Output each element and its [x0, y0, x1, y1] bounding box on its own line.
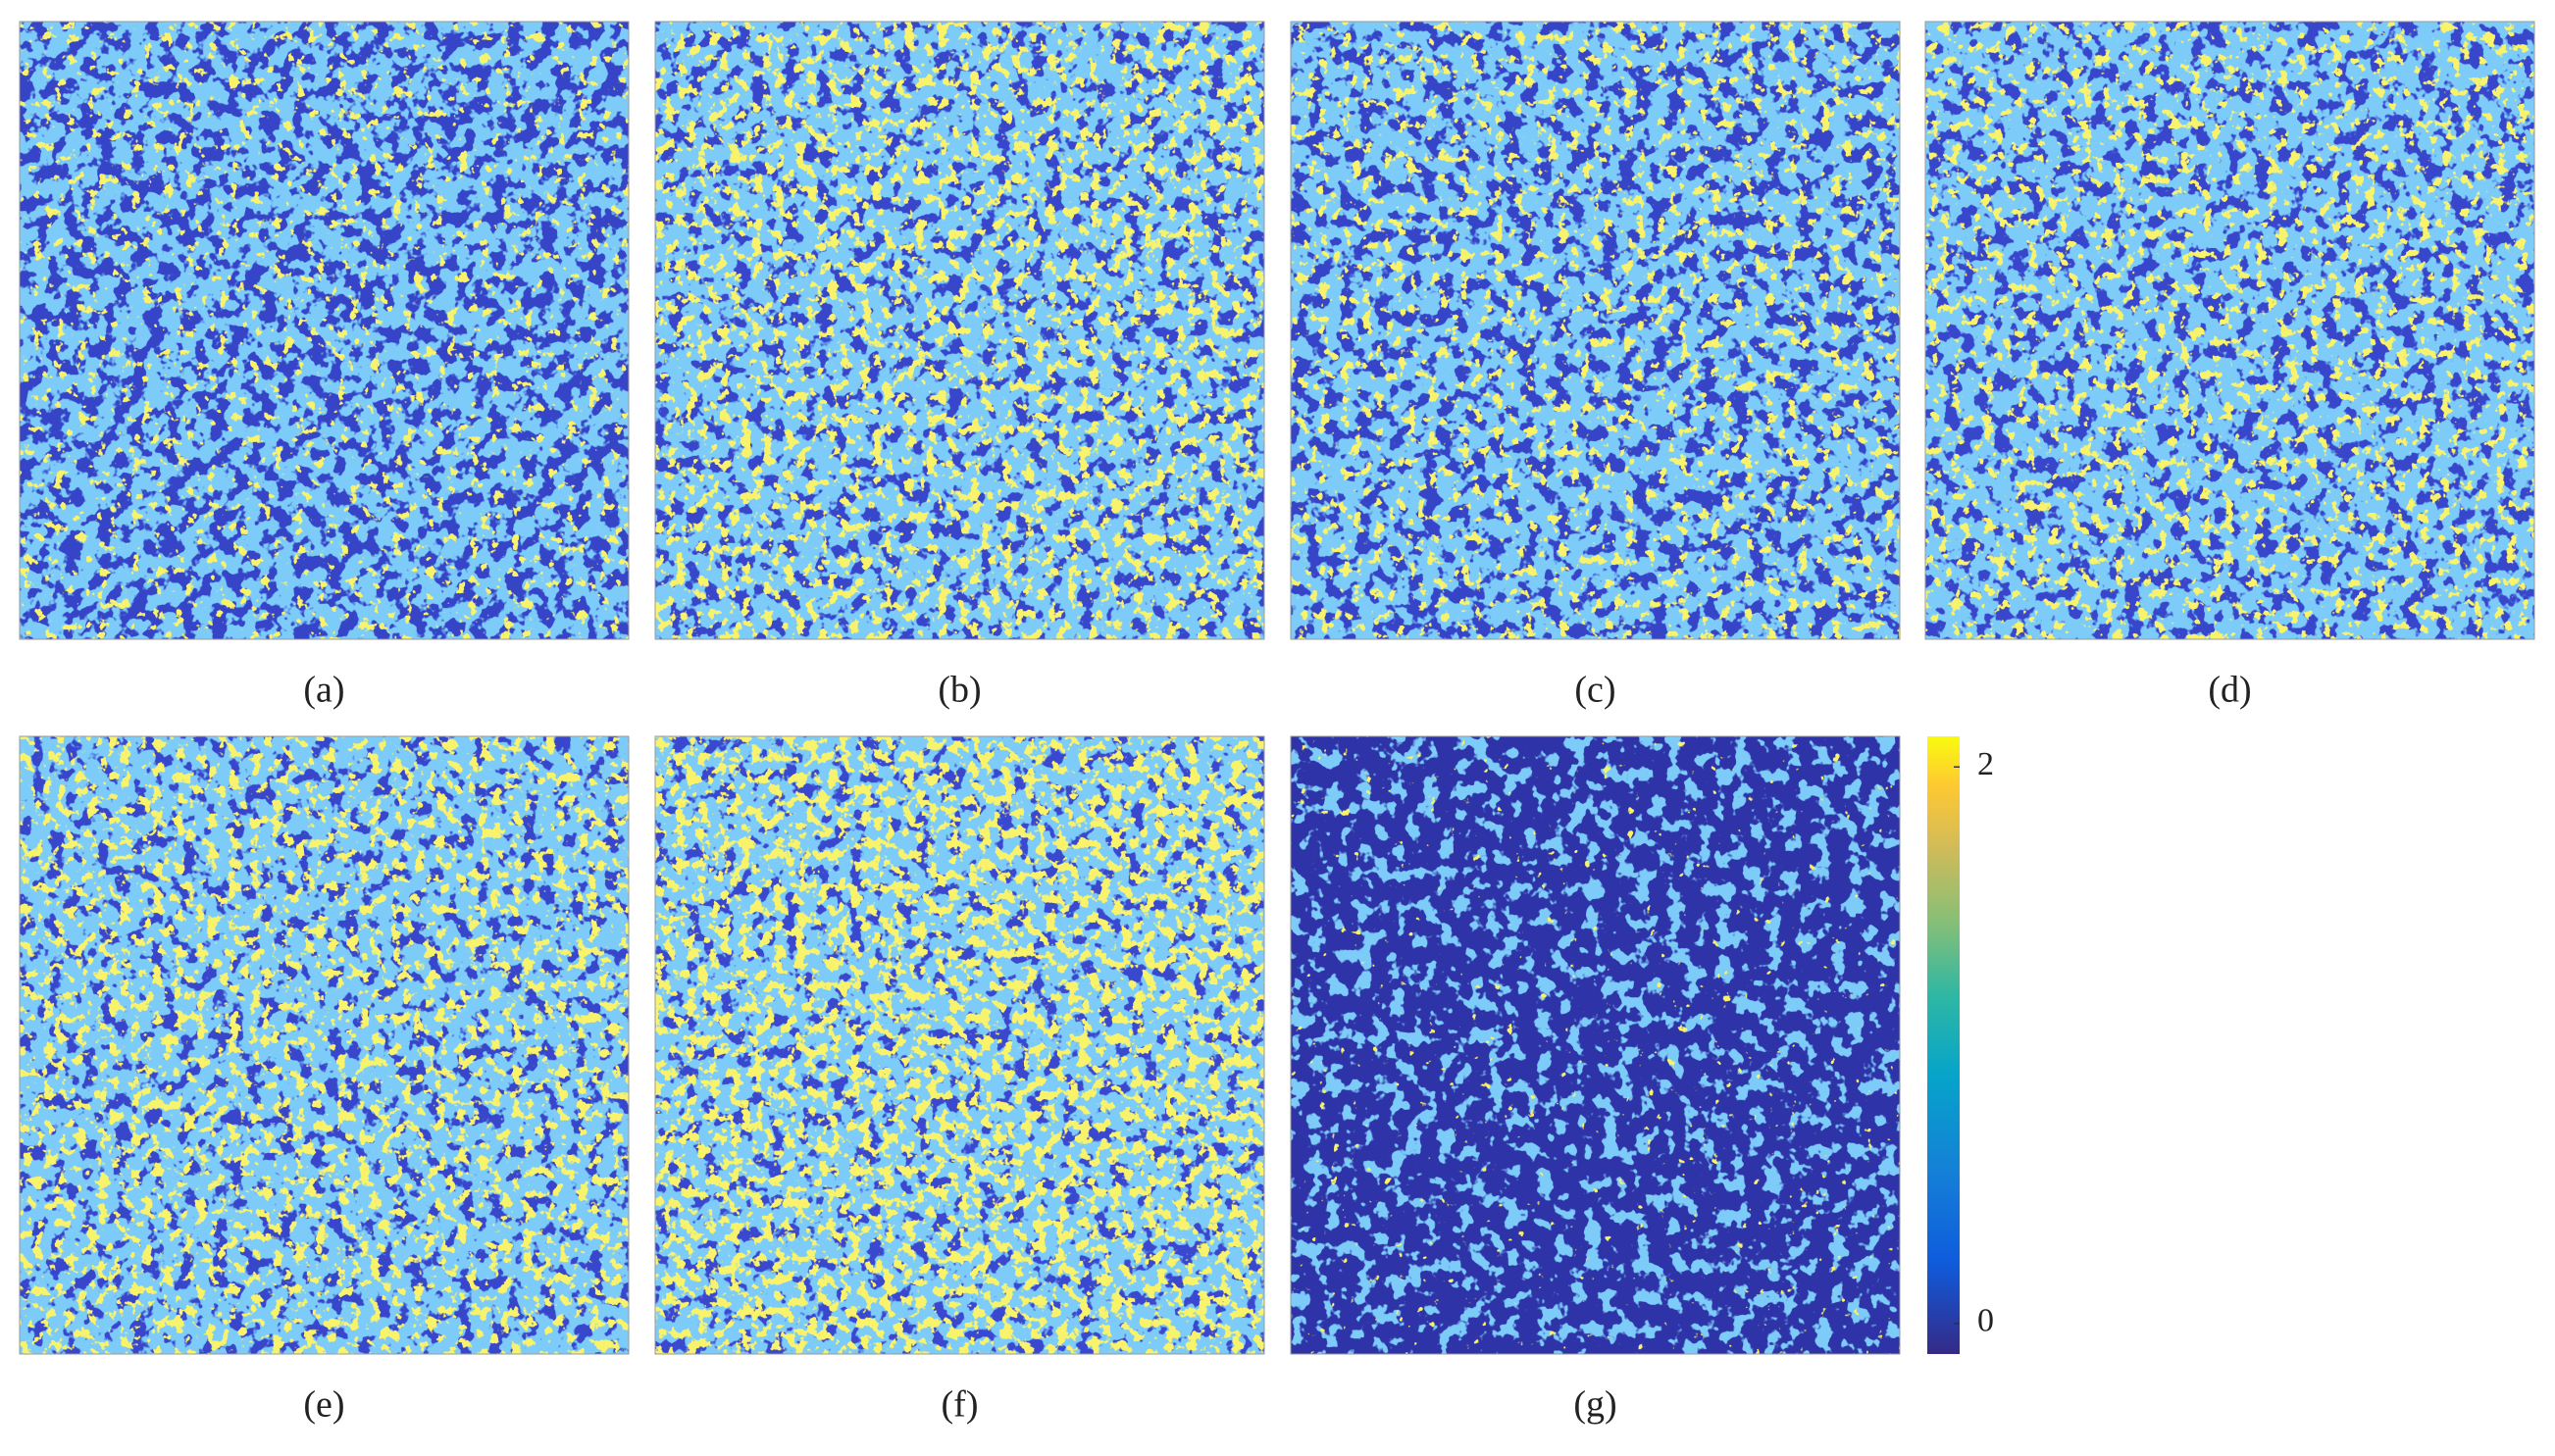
colorbar-tick-label: 2 — [1977, 746, 1994, 782]
panel-caption: (c) — [1574, 670, 1615, 711]
panel-border — [654, 735, 1265, 1355]
panel-caption: (e) — [303, 1384, 344, 1426]
panel-caption: (a) — [303, 670, 344, 711]
error-map-panel — [1290, 21, 1901, 640]
panel-caption: (g) — [1573, 1384, 1616, 1426]
error-map-panel — [654, 21, 1265, 640]
panel-border — [19, 21, 630, 640]
error-map-panel — [19, 735, 630, 1355]
error-map-panel — [654, 735, 1265, 1355]
panel-highlights — [655, 22, 1264, 639]
error-map-panel — [19, 21, 630, 640]
colorbar-tick-label: 0 — [1977, 1303, 1994, 1339]
panel-caption: (f) — [942, 1384, 979, 1426]
panel-border — [19, 735, 630, 1355]
colorbar — [1927, 736, 1960, 1354]
panel-caption: (b) — [938, 670, 981, 711]
panel-border — [654, 21, 1265, 640]
error-map-panel — [1924, 21, 2535, 640]
panel-border — [1290, 21, 1901, 640]
panel-highlights — [1925, 22, 2534, 639]
panel-highlights — [655, 736, 1264, 1354]
panel-highlights — [20, 736, 629, 1354]
panel-caption: (d) — [2208, 670, 2251, 711]
panel-highlights — [1291, 22, 1900, 639]
error-map-panel — [1290, 735, 1901, 1355]
panel-highlights — [1291, 736, 1900, 1354]
panel-highlights — [20, 22, 629, 639]
panel-border — [1290, 735, 1901, 1355]
panel-border — [1924, 21, 2535, 640]
